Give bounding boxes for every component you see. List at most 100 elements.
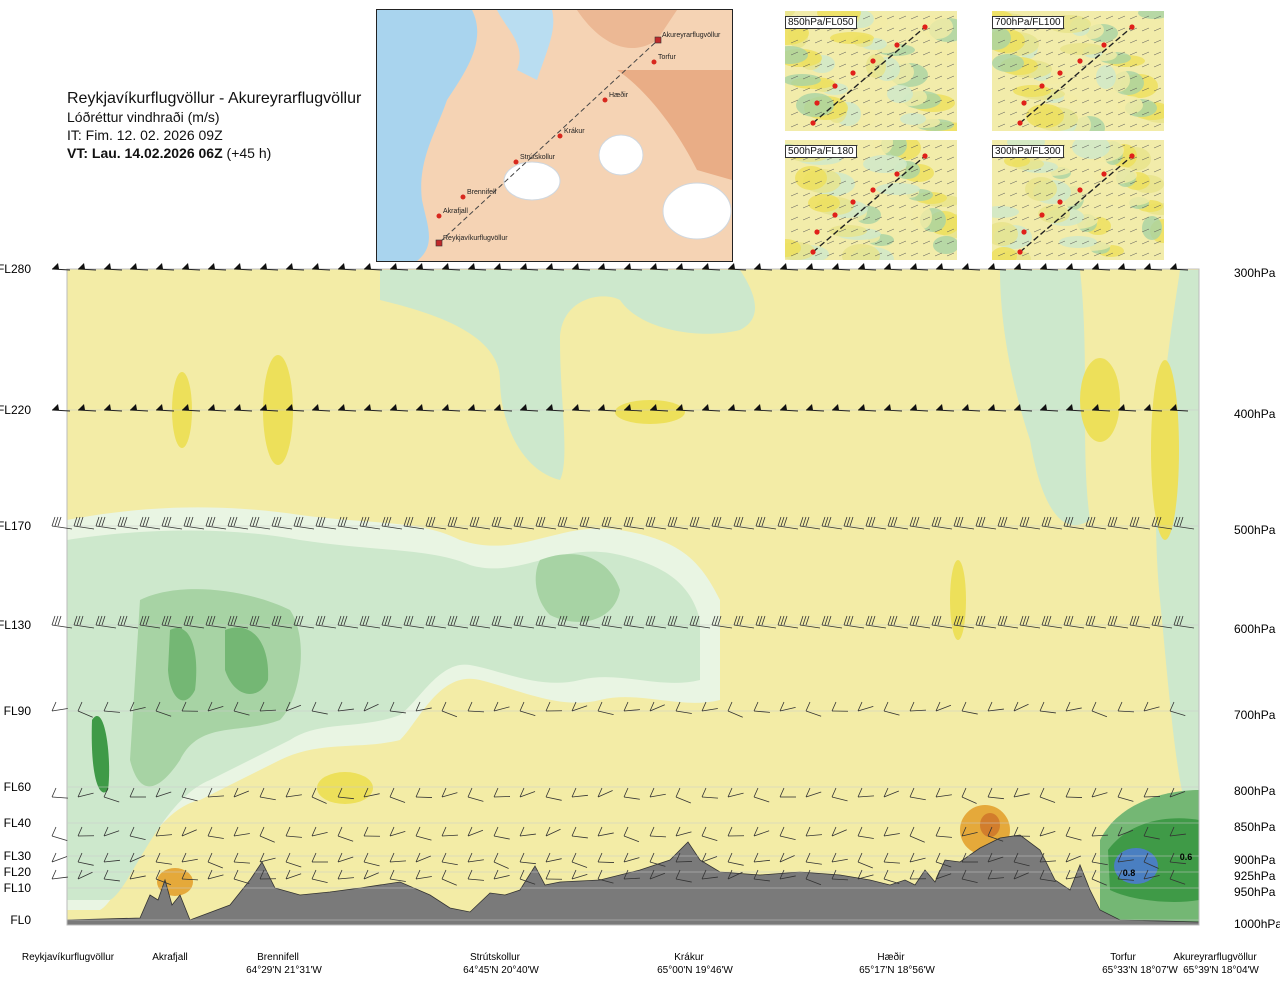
waypoint-6: Torfur	[1110, 952, 1136, 963]
plot-area	[67, 269, 1199, 925]
wind-barb	[843, 516, 865, 530]
inset-barb	[1009, 123, 1018, 128]
inset-barb	[802, 87, 811, 92]
inset-barb	[1093, 51, 1102, 56]
inset-barb	[1009, 75, 1018, 80]
wind-barb	[649, 869, 666, 880]
inset-barb	[874, 15, 883, 20]
fl-label-3: FL130	[0, 618, 31, 632]
wind-barb	[129, 869, 146, 880]
wind-barb	[467, 263, 487, 271]
inset-patch	[900, 113, 926, 125]
inset-barb	[1069, 168, 1078, 173]
wind-barb	[727, 787, 744, 798]
wind-barb	[207, 852, 223, 869]
inset-barb	[1021, 204, 1030, 209]
inset-barb	[898, 228, 907, 233]
inset-barb	[814, 75, 823, 80]
inset-barb	[1057, 168, 1066, 173]
inset-barb	[826, 180, 835, 185]
wind-barb	[1085, 615, 1107, 629]
wind-barb	[597, 701, 614, 715]
waypoint-7: Akureyrarflugvöllur	[1173, 952, 1257, 963]
inset-barb	[1081, 123, 1090, 128]
wind-barb	[667, 615, 689, 629]
wind-barb	[753, 701, 770, 713]
level-gridlines	[67, 268, 1199, 921]
inset-barb	[934, 228, 943, 233]
wind-barb	[1039, 404, 1059, 412]
inset-patch	[1060, 43, 1104, 55]
wind-barb	[1169, 869, 1186, 885]
inset-barb	[1081, 252, 1090, 257]
wind-barb	[259, 701, 276, 712]
inset-barb	[838, 192, 847, 197]
inset-barb	[1153, 111, 1162, 116]
wind-barb	[271, 615, 293, 629]
wind-barb	[1041, 615, 1063, 629]
inset-barb	[1009, 111, 1018, 116]
inset-barb	[898, 75, 907, 80]
wind-barb	[935, 263, 955, 271]
inset-barb	[1105, 111, 1114, 116]
wind-barb	[727, 852, 744, 866]
inset-barb	[1009, 168, 1018, 173]
inset-barb	[922, 39, 931, 44]
inset-barb	[922, 216, 931, 221]
wind-barb	[129, 852, 145, 863]
inset-barb	[874, 27, 883, 32]
inset-barb	[838, 39, 847, 44]
inset-barb	[898, 123, 907, 128]
inset-barb	[946, 123, 955, 128]
inset-barb	[946, 63, 955, 68]
inset-barb	[1069, 252, 1078, 257]
wind-barb	[987, 826, 1004, 842]
inset-barb	[802, 111, 811, 116]
inset-barb	[934, 39, 943, 44]
inset-barb	[1093, 144, 1102, 149]
inset-barb	[1081, 15, 1090, 20]
wind-barb	[935, 404, 955, 412]
inset-patch	[887, 85, 913, 103]
wind-barb	[597, 787, 613, 798]
wind-barb	[1013, 852, 1030, 867]
inset-barb	[826, 192, 835, 197]
left-axis: FL280 FL220 FL170 FL130 FL90 FL60 FL40 FL30 FL20…	[0, 262, 31, 927]
inset-waypoint	[1077, 187, 1083, 193]
inset-barb	[997, 99, 1006, 104]
wind-barb	[311, 852, 328, 863]
inset-barb	[1021, 216, 1030, 221]
wind-barb	[363, 263, 383, 271]
map-marker	[436, 213, 442, 219]
inset-barb	[934, 252, 943, 257]
inset-barb	[802, 180, 811, 185]
wind-barb	[95, 516, 117, 530]
inset-barb	[862, 216, 871, 221]
inset-barb	[826, 75, 835, 80]
inset-barb	[826, 63, 835, 68]
inset-barb	[862, 123, 871, 128]
wind-barb	[779, 826, 796, 840]
inset-barb	[910, 75, 919, 80]
yellow-blob-7	[317, 772, 373, 804]
inset-barb	[934, 204, 943, 209]
wind-barb	[51, 869, 68, 880]
inset-barb	[790, 87, 799, 92]
wind-barb	[415, 787, 433, 798]
wind-barb	[1107, 516, 1129, 530]
valid-time: VT: Lau. 14.02.2026 06Z (+45 h)	[67, 144, 361, 162]
inset-barb	[1033, 39, 1042, 44]
inset-barb	[898, 111, 907, 116]
inset-barb	[790, 180, 799, 185]
inset-barb	[1033, 204, 1042, 209]
wind-barb	[883, 787, 899, 798]
wind-barb	[753, 869, 770, 882]
wind-barb	[129, 826, 146, 840]
inset-barb	[898, 168, 907, 173]
wind-barb	[513, 615, 535, 629]
inset-barb	[1033, 252, 1042, 257]
wind-barb	[181, 852, 198, 863]
inset-barb	[850, 123, 859, 128]
map-place-label: Strútskollur	[520, 154, 556, 161]
inset-barb	[826, 168, 835, 173]
